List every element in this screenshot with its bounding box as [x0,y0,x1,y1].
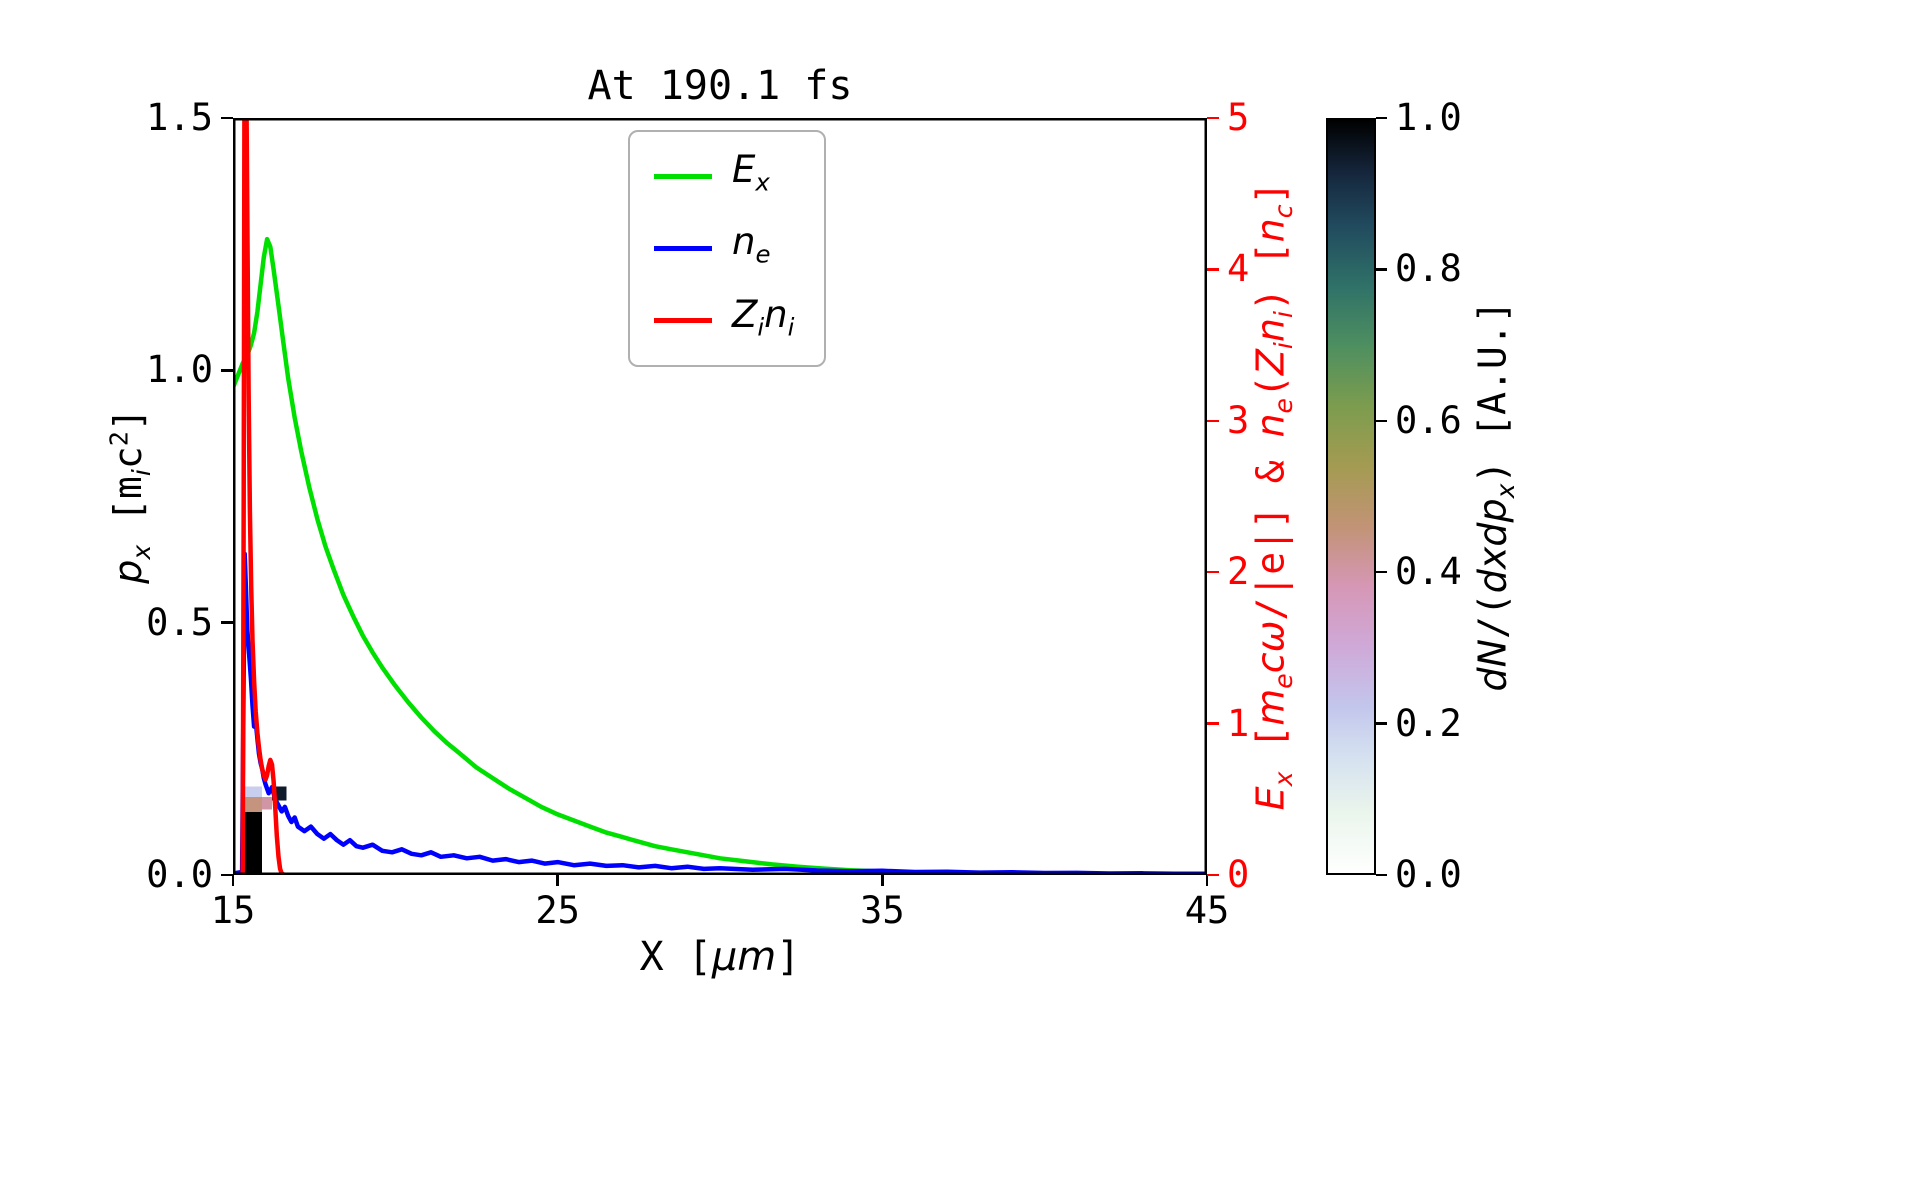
legend-item-label: ne [732,220,771,269]
y-right-tick-mark [1207,419,1219,423]
legend-item-label: Ex [732,148,770,197]
colorbar-tick-mark [1376,419,1387,423]
y-left-tick-label: 0.0 [146,853,213,896]
y-left-tick-mark [221,873,233,877]
colorbar-tick-label: 0.6 [1395,398,1462,442]
y-right-tick-mark [1207,268,1219,271]
colorbar-tick-label: 0.4 [1395,550,1462,594]
y-right-tick-label: 3 [1227,398,1250,442]
legend-line-sample [654,318,712,324]
legend-line-sample [654,173,712,179]
y-right-tick-label: 1 [1227,701,1250,745]
legend-item-label: Zini [732,292,795,342]
colorbar-tick-label: 0.8 [1395,247,1462,291]
colorbar-tick-mark [1376,268,1387,271]
x-tick-label: 15 [210,889,256,932]
heatmap-cell [241,786,263,797]
x-tick-mark [231,875,235,886]
colorbar-label: dN/(dxdpx) [A.U.] [1470,300,1521,692]
y-right-tick-mark [1207,570,1219,574]
legend-item: ne [654,220,794,276]
y-right-tick-mark [1207,873,1219,877]
legend-line-sample [654,246,712,252]
colorbar-tick-label: 1.0 [1395,96,1462,139]
x-tick-label: 45 [1184,889,1230,932]
y-left-tick-mark [221,369,233,372]
heatmap-cell [241,796,263,812]
y-left-tick-mark [221,621,233,624]
y-right-tick-label: 2 [1227,550,1250,594]
colorbar-tick-mark [1376,722,1387,725]
colorbar-tick-mark [1376,116,1387,120]
plot-canvas [233,118,1207,875]
y-left-tick-label: 1.0 [146,348,213,392]
x-tick-mark [1205,875,1209,886]
plot-border [233,118,1207,875]
y-right-axis-label: Ex [mecω/|e|] & ne(Zini) [nc] [1248,181,1299,811]
y-left-tick-label: 0.5 [146,600,213,644]
heatmap-cell [241,811,263,875]
series-line-Ex [233,236,1207,875]
colorbar-tick-label: 0.0 [1395,853,1462,896]
y-left-tick-mark [221,116,233,120]
colorbar-tick-mark [1376,873,1387,877]
plot-area [233,118,1207,875]
series-line-Zini [233,118,1207,875]
x-tick-label: 35 [860,889,905,932]
y-right-tick-label: 5 [1227,96,1250,139]
legend-item: Ex [654,148,794,204]
heatmap-cell [262,796,272,810]
x-tick-mark [556,875,559,886]
legend: Ex ne Zini [628,130,827,368]
colorbar-tick-label: 0.2 [1395,701,1462,745]
legend-item: Zini [654,293,794,349]
y-left-tick-label: 1.5 [146,96,213,139]
y-right-tick-mark [1207,722,1219,725]
x-tick-label: 25 [535,889,580,932]
series-line-ne [233,551,1207,875]
colorbar [1326,118,1376,875]
plot-title: At 190.1 fs [587,63,853,109]
x-axis-label: X [μm] [639,934,801,980]
colorbar-gradient [1328,120,1374,873]
x-tick-mark [881,875,884,886]
colorbar-tick-mark [1376,570,1387,574]
y-right-tick-label: 0 [1227,853,1250,896]
y-right-tick-mark [1207,116,1219,120]
y-left-axis-label: px [mic2] [104,408,156,584]
y-right-tick-label: 4 [1227,247,1250,291]
